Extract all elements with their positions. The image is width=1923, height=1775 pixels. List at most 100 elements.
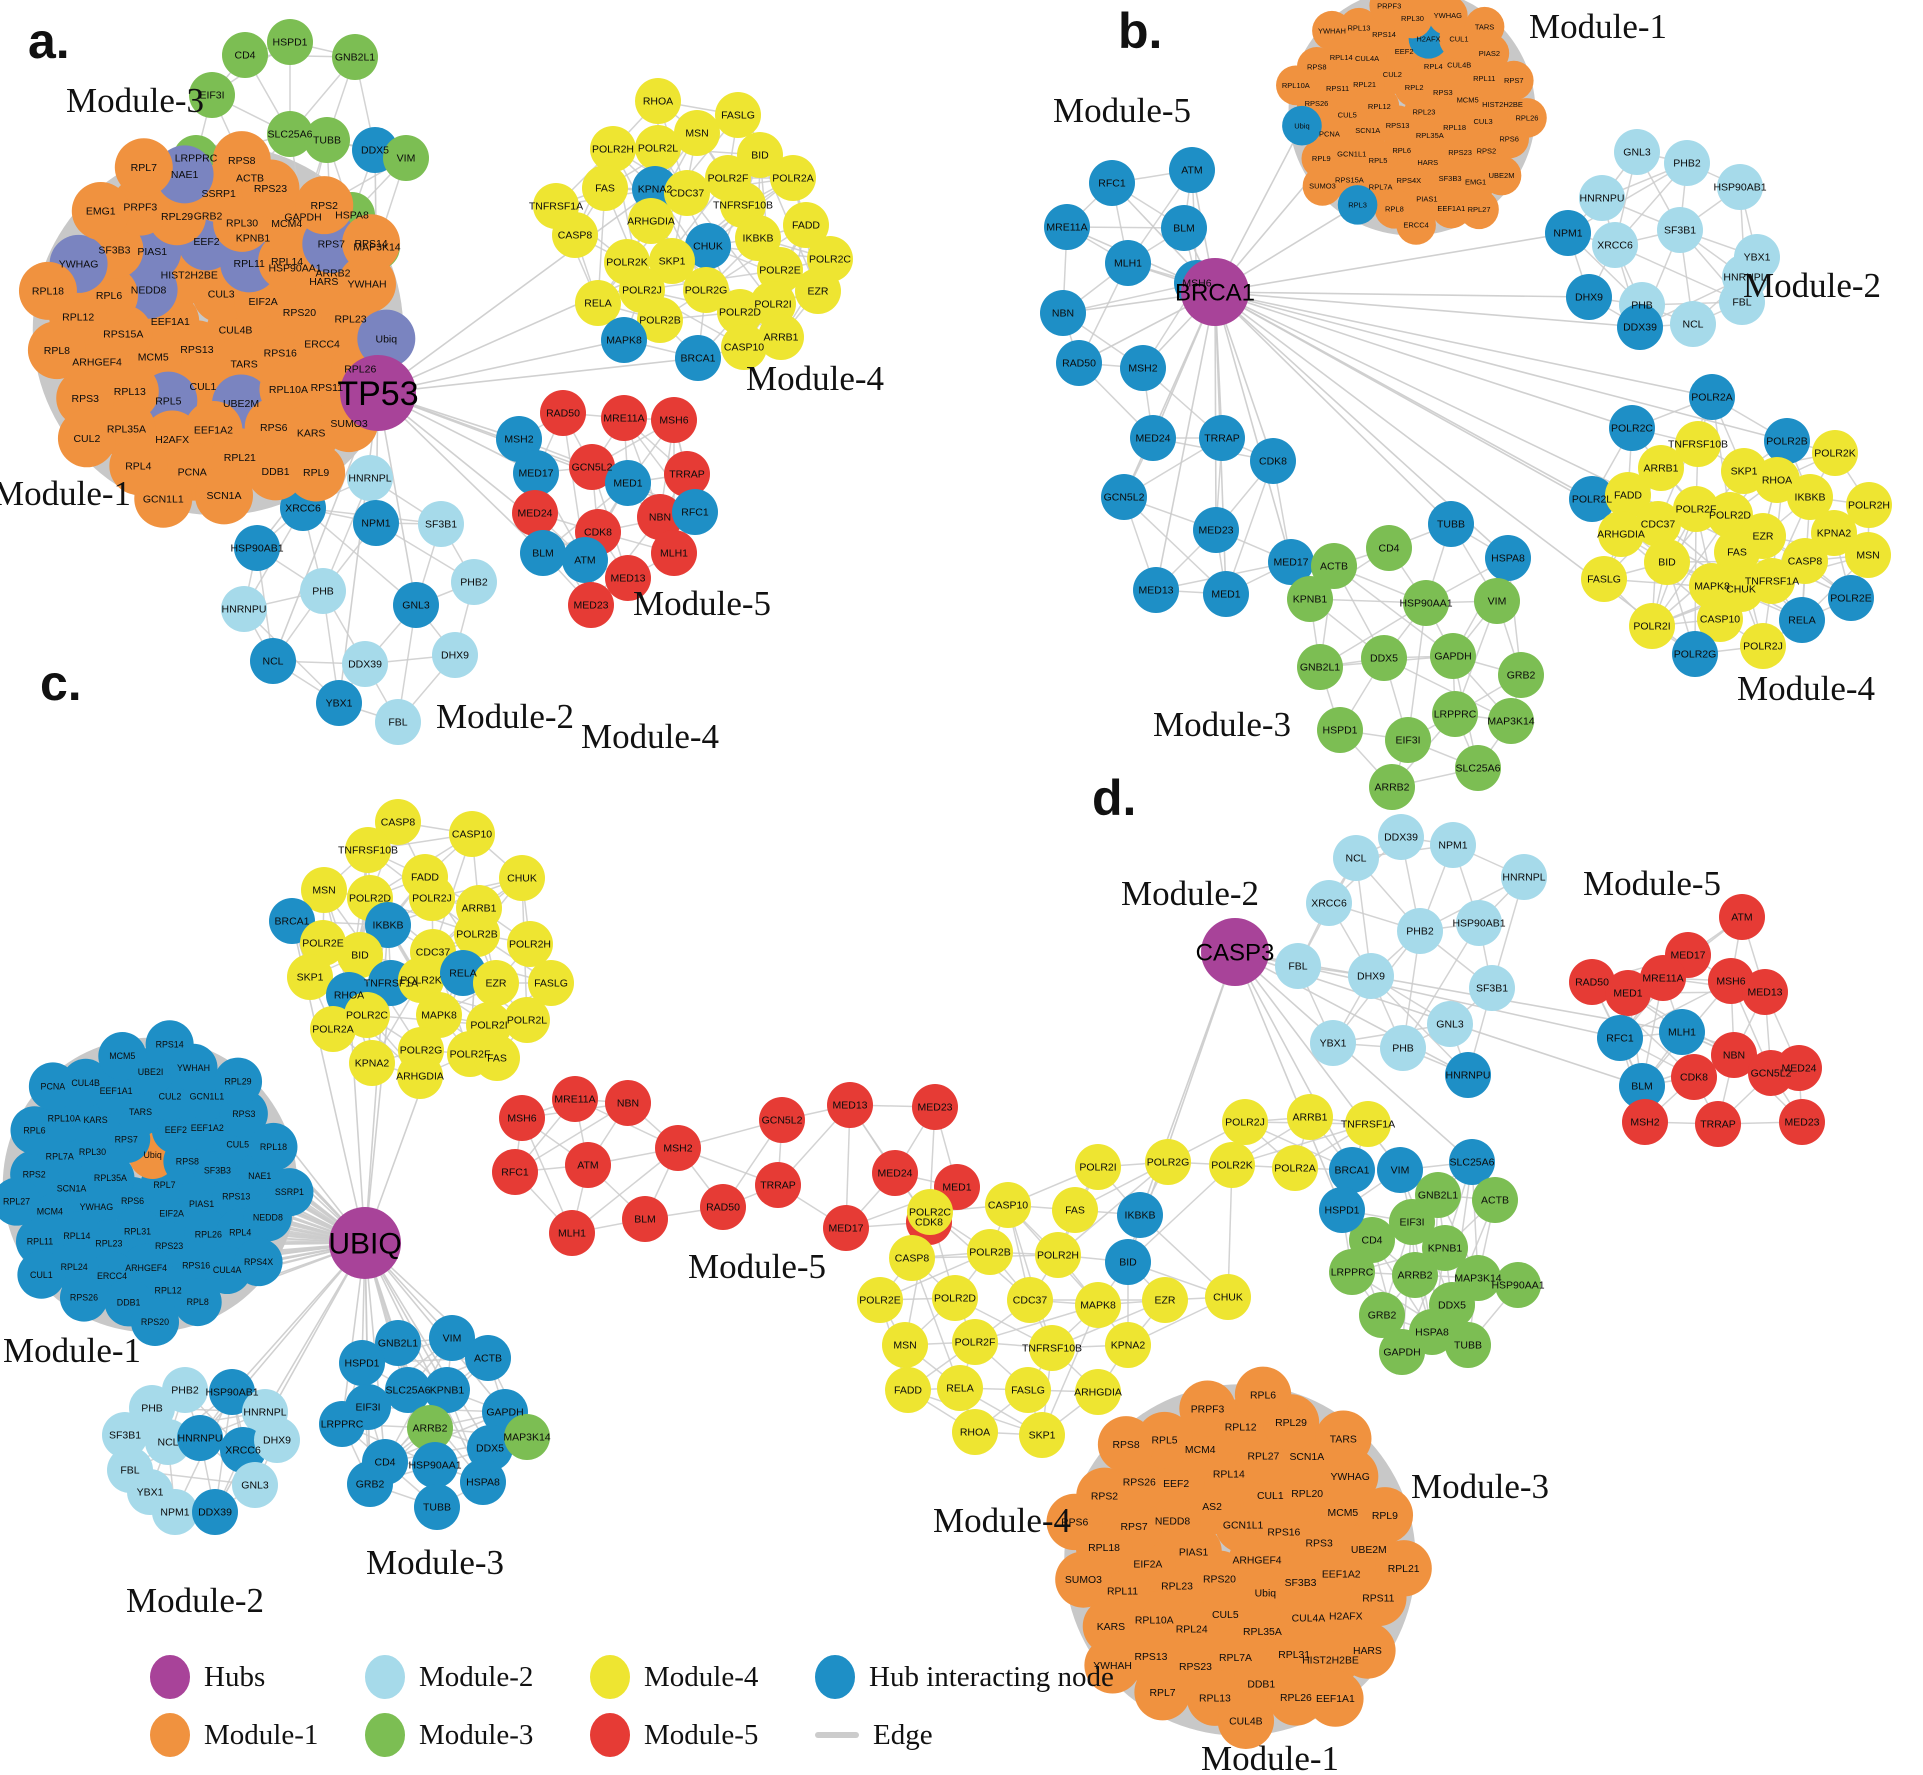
node-POLR2I: [1075, 1144, 1121, 1190]
node-GCN5L2: [569, 444, 615, 490]
node-FAS: [1714, 529, 1760, 575]
node-BLM: [520, 530, 566, 576]
legend-item-module-4: Module-4: [590, 1655, 815, 1699]
node-NPM1: [1545, 210, 1591, 256]
node-YWHAH: [1084, 1637, 1141, 1694]
node-GNL3: [232, 1462, 278, 1508]
node-NPM1: [353, 500, 399, 546]
node-XRCC6: [1592, 222, 1638, 268]
node-LRPPRC: [1432, 691, 1478, 737]
node-DHX9: [1566, 274, 1612, 320]
node-RPL9: [1356, 1487, 1414, 1544]
node-DDX39: [1617, 304, 1663, 350]
node-BLM: [1619, 1063, 1665, 1109]
node-CDK8: [1671, 1054, 1717, 1100]
node-FADD: [885, 1367, 931, 1413]
node-KPNB1: [424, 1367, 470, 1413]
node-SCN1A: [195, 466, 254, 525]
node-RFC1: [1597, 1015, 1643, 1061]
node-HNRNPU: [1579, 175, 1625, 221]
node-DDX5: [1361, 635, 1407, 681]
node-EEF1A1: [1431, 188, 1472, 229]
node-MSH2: [655, 1125, 701, 1171]
node-MLH1: [1659, 1009, 1705, 1055]
node-FADD: [783, 202, 829, 248]
legend-color-swatch: [590, 1655, 630, 1699]
node-CASP8: [552, 212, 598, 258]
node-HNRNPU: [1445, 1052, 1491, 1098]
node-HARS: [1339, 1622, 1396, 1679]
node-HNRNPU: [221, 586, 267, 632]
node-HSP90AB1: [209, 1369, 255, 1415]
legend-item-module-5: Module-5: [590, 1713, 815, 1757]
node-SLC25A6: [385, 1367, 431, 1413]
node-CUL1: [17, 1250, 66, 1299]
node-PHB2: [1397, 908, 1443, 954]
node-POLR2A: [1689, 374, 1735, 420]
module-label: Module-5: [688, 1247, 826, 1286]
legend-item-hub-interacting-node: Hub interacting node: [815, 1655, 1115, 1699]
module-label: Module-3: [366, 1543, 504, 1582]
legend-label: Module-1: [204, 1718, 319, 1751]
hub-node-TP53: [340, 355, 416, 431]
module-label: Module-4: [746, 359, 884, 398]
node-SUMO3: [1055, 1551, 1112, 1608]
node-FASLG: [528, 960, 574, 1006]
node-TNFRSF1A: [1345, 1101, 1391, 1147]
node-CASP8: [375, 799, 421, 845]
node-HSPD1: [1317, 707, 1363, 753]
node-SKP1: [287, 954, 333, 1000]
node-ARRB1: [1287, 1094, 1333, 1140]
node-CUL2: [57, 409, 116, 468]
module-label: Module-1: [3, 1331, 141, 1370]
node-TNFRSF1A: [1749, 558, 1795, 604]
node-POLR2D: [1707, 492, 1753, 538]
node-FAS: [474, 1035, 520, 1081]
edge-line-swatch: [815, 1732, 859, 1738]
node-POLR2J: [1222, 1099, 1268, 1145]
node-ATM: [562, 537, 608, 583]
node-DDB1: [246, 442, 305, 501]
legend-color-swatch: [150, 1713, 190, 1757]
module-label: Module-4: [933, 1501, 1071, 1540]
node-RAD50: [540, 390, 586, 436]
node-MAPK8: [1075, 1282, 1121, 1328]
node-RAD50: [1569, 959, 1615, 1005]
nodes: [0, 0, 1892, 1749]
node-MED13: [1133, 567, 1179, 613]
node-TNFRSF10B: [345, 827, 391, 873]
node-PRPF3: [1369, 0, 1409, 26]
node-ACTB: [1311, 543, 1357, 589]
node-POLR2G: [683, 267, 729, 313]
module-label: Module-1: [0, 474, 131, 513]
node-POLR2B: [967, 1229, 1013, 1275]
node-ATM: [565, 1142, 611, 1188]
node-RPL9: [287, 443, 346, 502]
node-SUMO3: [1302, 166, 1343, 206]
node-MRE11A: [1640, 955, 1686, 1001]
node-DDX39: [342, 641, 388, 687]
node-MED23: [1779, 1099, 1825, 1145]
node-POLR2B: [454, 911, 500, 957]
node-VIM: [1474, 578, 1520, 624]
node-CASP8: [1782, 538, 1828, 584]
node-HNRNPL: [1501, 854, 1547, 900]
node-POLR2G: [1672, 631, 1718, 677]
node-NBN: [1711, 1032, 1757, 1078]
node-MRE11A: [601, 395, 647, 441]
node-DDX39: [192, 1489, 238, 1535]
node-CASP10: [449, 811, 495, 857]
legend-color-swatch: [590, 1713, 630, 1757]
node-NCL: [1333, 835, 1379, 881]
node-SKP1: [649, 238, 695, 284]
node-SF3B1: [1469, 965, 1515, 1011]
node-FAS: [582, 165, 628, 211]
node-KPNB1: [1287, 576, 1333, 622]
node-ARRB1: [1638, 445, 1684, 491]
panel-letter-c: c.: [40, 655, 82, 711]
node-ARHGDIA: [628, 198, 674, 244]
node-MED13: [605, 555, 651, 601]
node-TRRAP: [1199, 415, 1245, 461]
node-RPL8: [27, 321, 86, 380]
